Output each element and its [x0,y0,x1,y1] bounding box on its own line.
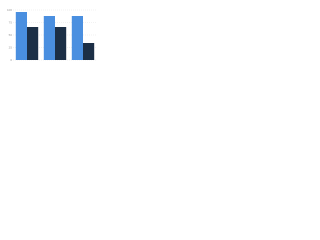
bar [27,27,39,60]
y-tick-label: 50 [9,33,13,37]
bar [15,12,27,60]
chart: 0 25 50 75 100 [7,8,97,62]
bar [43,16,55,60]
y-tick-label: 75 [9,20,13,24]
y-tick-label: 100 [7,8,12,12]
bar [71,16,83,60]
bar [83,43,95,60]
bar [55,27,67,60]
y-tick-label: 25 [9,45,13,49]
y-tick-label: 0 [10,58,12,62]
